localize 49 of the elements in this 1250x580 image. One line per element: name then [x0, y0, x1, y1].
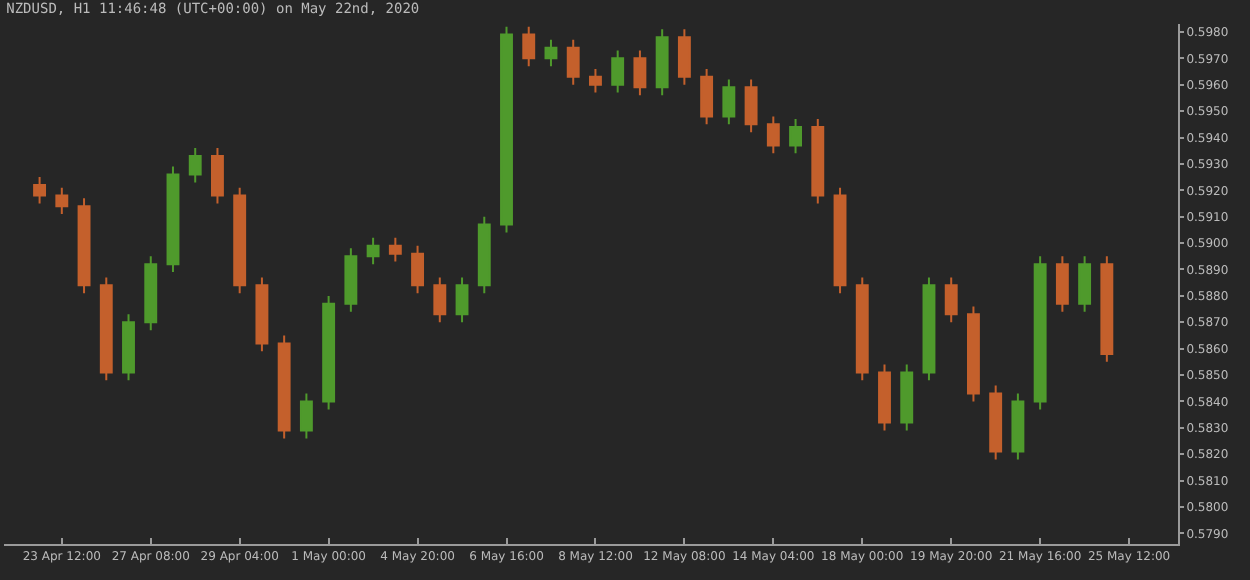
candlestick	[1033, 255, 1047, 411]
candlestick	[522, 25, 536, 68]
candlestick	[188, 147, 202, 184]
candlestick	[544, 38, 558, 68]
candlestick	[77, 197, 91, 295]
candlestick	[1078, 255, 1092, 313]
candlestick	[388, 236, 402, 263]
candlestick	[944, 276, 958, 324]
candlestick	[655, 28, 669, 97]
candlestick	[366, 236, 380, 266]
candlestick	[433, 276, 447, 324]
candlestick	[322, 294, 336, 411]
candlestick	[811, 118, 825, 205]
candlestick	[277, 334, 291, 440]
candlestick	[589, 67, 602, 94]
candlestick	[411, 244, 425, 295]
candlestick	[1011, 392, 1025, 461]
candlestick	[1100, 255, 1114, 363]
candlestick	[611, 49, 625, 94]
candlestick	[344, 247, 358, 313]
candlestick	[99, 276, 113, 382]
candlestick	[55, 186, 69, 216]
candlestick	[477, 215, 491, 295]
candlestick	[299, 392, 313, 440]
candlestick	[900, 363, 914, 432]
candlestick	[922, 276, 936, 382]
candlestick	[233, 186, 247, 295]
candlestick	[566, 38, 580, 86]
candlestick	[855, 276, 869, 382]
candlestick	[1055, 255, 1069, 313]
candlestick	[989, 384, 1003, 461]
candlestick	[633, 49, 647, 97]
candlestick	[455, 276, 469, 324]
candlestick	[878, 363, 891, 432]
candlestick	[789, 118, 802, 155]
candlestick	[500, 25, 513, 234]
candlestick	[255, 276, 269, 353]
candlestick	[766, 115, 780, 155]
candlestick	[967, 305, 980, 403]
candlestick	[677, 28, 691, 86]
candlestick	[122, 313, 135, 382]
candlestick	[211, 147, 224, 205]
candlestick	[166, 165, 180, 274]
candlestick	[722, 78, 736, 126]
candlestick	[33, 176, 47, 205]
candlestick	[144, 255, 158, 332]
candlestick	[833, 186, 847, 295]
candlestick	[700, 67, 714, 126]
candlestick	[744, 78, 758, 134]
